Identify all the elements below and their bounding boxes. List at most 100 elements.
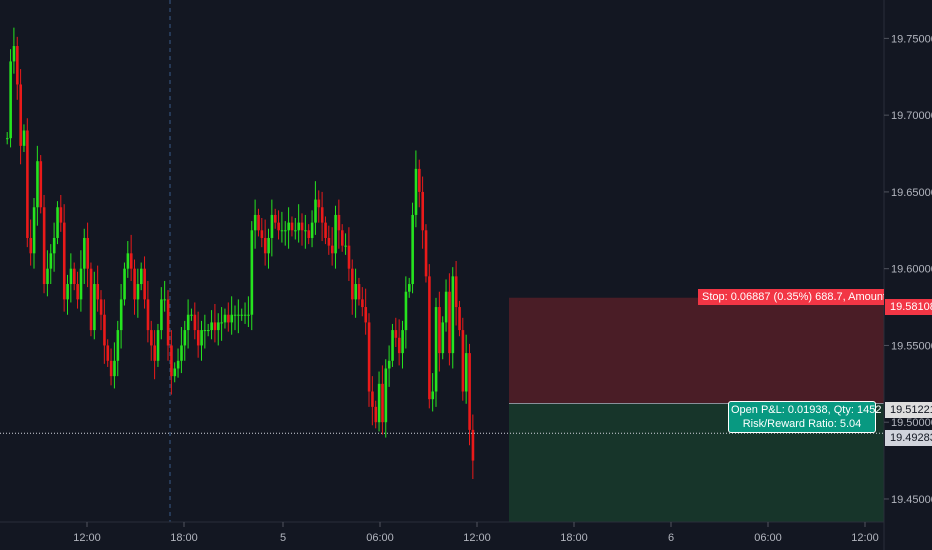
y-tick-label: 19.70000	[891, 110, 932, 122]
candle-body	[257, 214, 260, 231]
candle-body	[347, 245, 351, 269]
candle-body	[12, 46, 16, 62]
stop-zone	[509, 297, 884, 404]
x-tick-label: 12:00	[851, 532, 879, 544]
candles	[6, 27, 475, 480]
candle-body	[79, 268, 83, 300]
candle-body	[89, 268, 93, 331]
open-pnl-text: Open P&L: 0.01938, Qty: 1452	[731, 404, 882, 416]
candle-body	[404, 291, 408, 331]
candle-body	[263, 237, 267, 254]
candle-body	[29, 237, 33, 254]
candle-body	[227, 314, 230, 323]
candle-body	[397, 337, 401, 354]
risk-reward-text: Risk/Reward Ratio: 5.04	[742, 418, 862, 430]
candle-body	[374, 406, 378, 423]
candle-body	[69, 268, 73, 285]
candle-body	[314, 199, 317, 223]
candle-body	[444, 291, 448, 323]
x-tick-label: 06:00	[366, 532, 394, 544]
candle-body	[170, 345, 173, 377]
price-axis[interactable]: 19.75000 19.70000 19.65000 19.60000 19.55000…	[883, 0, 932, 550]
candle-body	[421, 191, 424, 231]
candle-body	[106, 345, 110, 361]
candle-body	[39, 161, 43, 208]
candle-body	[431, 391, 435, 400]
candle-body	[411, 214, 414, 285]
candle-body	[163, 299, 167, 301]
candle-body	[220, 322, 223, 324]
candle-body	[287, 222, 290, 231]
candle-body	[458, 307, 461, 331]
candle-body	[93, 284, 96, 331]
candle-body	[408, 284, 411, 292]
candle-body	[284, 230, 287, 232]
candle-body	[200, 330, 203, 346]
candle-body	[146, 299, 150, 331]
candle-body	[307, 230, 311, 238]
y-tick-label: 19.75000	[891, 33, 932, 45]
candle-body	[109, 360, 113, 377]
candle-body	[136, 284, 140, 300]
candle-body	[468, 353, 471, 430]
candle-body	[113, 360, 116, 377]
y-tick-label: 19.60000	[891, 264, 932, 276]
candle-body	[394, 330, 398, 338]
candle-body	[441, 322, 445, 354]
candle-body	[471, 429, 475, 461]
candle-body	[438, 307, 441, 354]
candle-body	[371, 391, 374, 407]
candle-body	[448, 291, 451, 354]
candle-body	[6, 138, 9, 140]
candle-body	[86, 237, 89, 269]
candle-body	[176, 360, 180, 369]
candle-body	[253, 214, 257, 231]
candle-body	[367, 322, 371, 392]
candle-body	[42, 207, 46, 285]
x-tick-label: 12:00	[463, 532, 491, 544]
candle-body	[26, 130, 29, 238]
candle-body	[384, 368, 388, 423]
candle-body	[217, 322, 220, 331]
entry-price-tag: 19.51221	[885, 402, 932, 418]
candle-body	[193, 314, 197, 331]
candle-body	[49, 253, 53, 269]
time-axis[interactable]: 12:00 18:00 5 06:00 12:00 18:00 6 06:00 12:00	[0, 521, 884, 544]
candle-body	[22, 130, 26, 146]
candle-body	[133, 268, 136, 300]
candle-body	[270, 214, 274, 238]
x-tick-label: 5	[280, 532, 286, 544]
candle-body	[310, 222, 314, 238]
candle-body	[454, 276, 458, 308]
candle-body	[129, 253, 133, 269]
candle-body	[46, 268, 49, 285]
candle-body	[73, 268, 76, 285]
candle-body	[324, 222, 327, 238]
candle-body	[354, 284, 357, 300]
stop-label[interactable]: Stop: 0.06887 (0.35%) 688.7, Amount:	[698, 289, 884, 305]
candle-body	[237, 314, 240, 316]
candle-body	[428, 276, 431, 400]
candle-body	[207, 330, 210, 332]
candle-body	[274, 214, 277, 223]
open-pnl-label[interactable]: Open P&L: 0.01938, Qty: 1452 Risk/Reward…	[728, 401, 882, 433]
candle-body	[418, 168, 421, 192]
candle-body	[267, 237, 270, 254]
candle-body	[160, 299, 163, 331]
candle-body	[99, 299, 103, 315]
candle-body	[213, 322, 217, 331]
candle-body	[140, 268, 143, 285]
candle-body	[330, 245, 334, 254]
candle-body	[391, 330, 394, 361]
candle-body	[103, 314, 106, 346]
candle-body	[240, 314, 244, 316]
y-tick-label: 19.65000	[891, 187, 932, 199]
candle-body	[32, 207, 36, 254]
candle-body	[304, 230, 307, 232]
candle-body	[361, 299, 364, 308]
candle-body	[230, 314, 234, 323]
candle-body	[62, 222, 66, 300]
candle-body	[290, 222, 294, 231]
candle-body	[357, 284, 361, 300]
